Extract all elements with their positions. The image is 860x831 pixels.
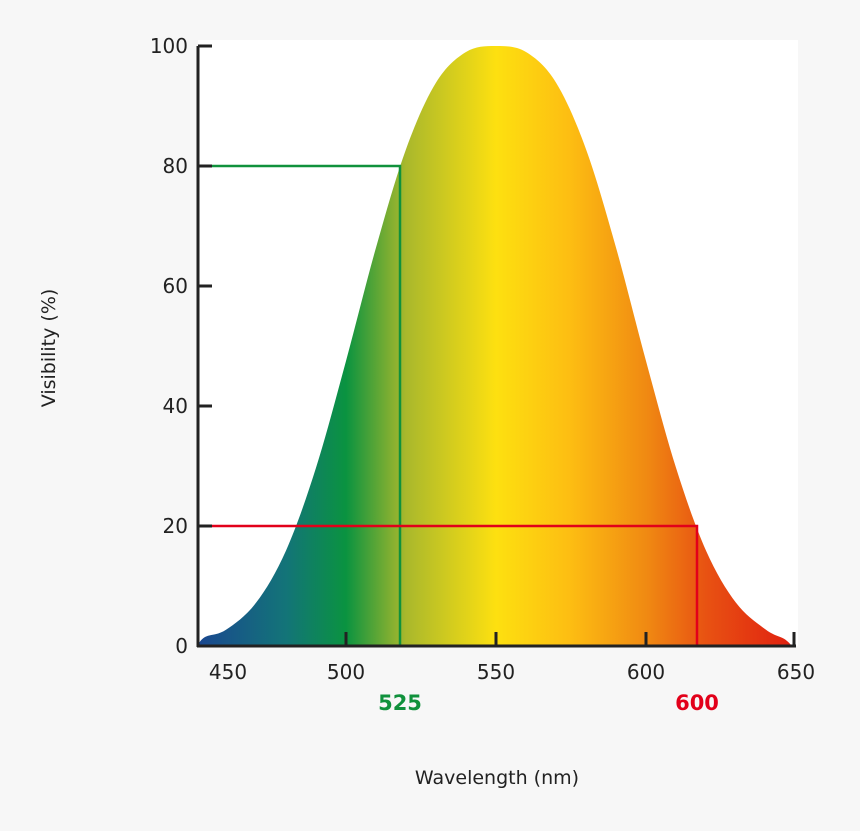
y-tick-label-80: 80: [163, 154, 188, 178]
marker-label-600: 600: [675, 691, 719, 715]
y-tick-label-20: 20: [163, 514, 188, 538]
y-tick-label-60: 60: [163, 274, 188, 298]
x-axis-label: Wavelength (nm): [415, 767, 579, 789]
y-axis-label: Visibility (%): [38, 289, 60, 408]
visibility-curve-area: [197, 45, 792, 647]
x-tick-label-600: 600: [627, 660, 665, 684]
x-tick-label-550: 550: [477, 660, 515, 684]
x-tick-label-650: 650: [777, 660, 815, 684]
marker-label-525: 525: [378, 691, 422, 715]
marker-line-600: [198, 524, 699, 646]
x-tick-label-450: 450: [209, 660, 247, 684]
y-tick-label-0: 0: [175, 634, 188, 658]
marker-line-525: [198, 164, 402, 646]
y-tick-label-100: 100: [150, 34, 188, 58]
y-tick-label-40: 40: [163, 394, 188, 418]
x-tick-label-500: 500: [327, 660, 365, 684]
